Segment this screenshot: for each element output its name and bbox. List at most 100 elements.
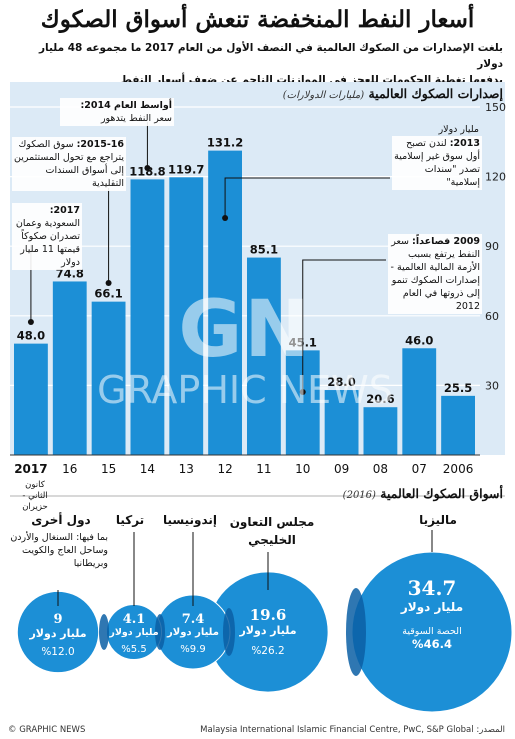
bar-2006: [441, 395, 475, 455]
circle-indonesia-value: 7.4: [181, 612, 205, 627]
bar-value-label: 28.0: [327, 375, 355, 389]
bar-value-label: 25.5: [444, 381, 472, 395]
x-tick-label: 15: [101, 462, 116, 476]
bar-value-label: 20.6: [366, 392, 394, 406]
circle-indonesia-text: 7.4 مليار دولار %9.9: [160, 612, 226, 655]
annotation-2014-head: أواسط العام 2014:: [80, 100, 172, 111]
y-tick-label: 30: [485, 379, 499, 392]
annotation-2014-body: سعر النفط يتدهور: [100, 113, 172, 124]
x-tick-label: 2017: [14, 462, 47, 476]
x-tick-label: 07: [412, 462, 427, 476]
market-section-title: أسواق الصكوك العالمية (2016): [343, 486, 503, 501]
circle-malaysia-text: 34.7 مليار دولار الحصة السوقية %46.4: [352, 576, 512, 651]
circle-turkey-share: %5.5: [121, 644, 147, 655]
circle-others-text: 9 مليار دولار %12.0: [8, 612, 108, 658]
circle-overlap: [99, 614, 109, 650]
circle-gcc-share: %26.2: [251, 645, 285, 657]
leader-2015-dot: [105, 280, 112, 286]
bar-value-label: 48.0: [17, 329, 45, 343]
bar-07: [402, 348, 437, 455]
market-note-others: بما فيها: السنغال والأردن وساحل العاج وا…: [10, 532, 108, 569]
x-tick-label: 11: [256, 462, 271, 476]
circle-turkey-value: 4.1: [122, 612, 146, 627]
market-section-subtitle: (2016): [342, 490, 376, 501]
leader-2009: [302, 259, 386, 392]
circle-others-value: 9: [53, 612, 63, 627]
circle-others-unit: مليار دولار: [29, 627, 87, 640]
x-tick-label: 10: [295, 462, 310, 476]
annotation-2009-head: 2009 فصاعداً:: [412, 236, 480, 247]
x-tick-label: 14: [140, 462, 155, 476]
x-tick-label: 09: [334, 462, 349, 476]
bar-section-title: إصدارات الصكوك العالمية (مليارات الدولار…: [283, 86, 503, 101]
bar-14: [130, 179, 165, 455]
bar-value-label: 118.8: [129, 164, 165, 178]
circle-malaysia-share-title: الحصة السوقية: [402, 626, 462, 637]
leader-2009-dot: [299, 389, 306, 395]
circle-overlap: [346, 588, 366, 676]
annotation-2013-body: لندن تصبح أول سوق غير إسلامية تصدر "سندا…: [394, 138, 480, 188]
circle-overlap: [155, 614, 165, 650]
bar-13: [169, 177, 204, 455]
annotation-2015: 2015-16: سوق الصكوك يتراجع مع تحول المست…: [12, 137, 126, 191]
circle-gcc-value: 19.6: [249, 606, 287, 624]
y-tick-label: 90: [485, 240, 499, 253]
intro-line-1: بلغت الإصدارات من الصكوك العالمية في الن…: [39, 42, 503, 70]
circle-malaysia-unit: مليار دولار: [400, 600, 464, 614]
x-tick-label: 16: [62, 462, 77, 476]
leader-2013-dot: [222, 215, 229, 221]
annotation-2009: 2009 فصاعداً: سعر النفط يرتفع بسبب الأزم…: [388, 234, 482, 314]
y-tick-label: 150: [485, 101, 506, 114]
bar-value-label: 119.7: [168, 162, 204, 176]
market-name-gcc: مجلس التعاون الخليجي: [229, 515, 315, 547]
circle-turkey-unit: مليار دولار: [109, 627, 159, 638]
circle-malaysia-value: 34.7: [407, 576, 457, 600]
market-name-malaysia: ماليزيا: [419, 513, 457, 527]
bar-value-label: 66.1: [94, 287, 122, 301]
bar-value-label: 85.1: [250, 243, 278, 257]
page-title: أسعار النفط المنخفضة تنعش أسواق الصكوك: [40, 6, 475, 33]
annotation-2009-body: سعر النفط يرتفع بسبب الأزمة المالية العا…: [390, 236, 480, 312]
circle-gcc-text: 19.6 مليار دولار %26.2: [220, 606, 316, 657]
footer-copyright: © GRAPHIC NEWS: [8, 725, 86, 735]
x-tick-label: 2006: [443, 462, 474, 476]
y-tick-label: 120: [485, 171, 506, 184]
x-sublabel: كانون الثاني - حزيران: [22, 480, 48, 512]
bar-2017: [14, 343, 48, 455]
annotation-2015-head: 2015-16:: [76, 139, 124, 150]
leader-2014-dot: [144, 165, 151, 171]
circle-turkey-text: 4.1 مليار دولار %5.5: [106, 612, 162, 655]
market-section-title-text: أسواق الصكوك العالمية: [380, 486, 503, 501]
annotation-2014: أواسط العام 2014: سعر النفط يتدهور: [60, 98, 174, 126]
annotation-2017-head: 2017:: [49, 205, 80, 216]
circle-overlap: [223, 608, 235, 656]
bar-15: [91, 301, 126, 455]
bar-section-subtitle: (مليارات الدولارات): [282, 90, 365, 101]
footer-source: المصدر: Malaysia International Islamic F…: [200, 725, 505, 735]
leader-2013: [224, 177, 390, 218]
leader-2017-dot: [27, 319, 34, 325]
circle-indonesia-unit: مليار دولار: [167, 627, 219, 638]
x-tick-label: 13: [179, 462, 194, 476]
bar-09: [324, 390, 359, 455]
y-tick-label: 60: [485, 310, 499, 323]
annotation-2013-head: 2013:: [449, 138, 480, 149]
x-tick-label: 08: [373, 462, 388, 476]
market-name-turkey: تركيا: [115, 513, 145, 527]
bar-08: [363, 407, 398, 455]
bar-value-label: 46.0: [405, 333, 433, 347]
circle-indonesia-share: %9.9: [180, 644, 206, 655]
circle-gcc-unit: مليار دولار: [239, 624, 297, 637]
y-unit-label: مليار دولار: [438, 124, 479, 135]
market-name-others: دول أخرى: [31, 513, 91, 527]
bar-11: [247, 257, 281, 455]
bar-16: [52, 281, 87, 455]
circle-others-share: %12.0: [41, 646, 75, 658]
bar-section-title-text: إصدارات الصكوك العالمية: [368, 86, 503, 101]
x-tick-label: 12: [217, 462, 232, 476]
bar-value-label: 131.2: [207, 136, 243, 150]
circle-malaysia-share: %46.4: [412, 637, 452, 651]
annotation-2017: 2017: السعودية وعمان تصدران صكوكاً قيمته…: [12, 203, 82, 270]
market-name-indonesia: إندونيسيا: [162, 513, 218, 527]
